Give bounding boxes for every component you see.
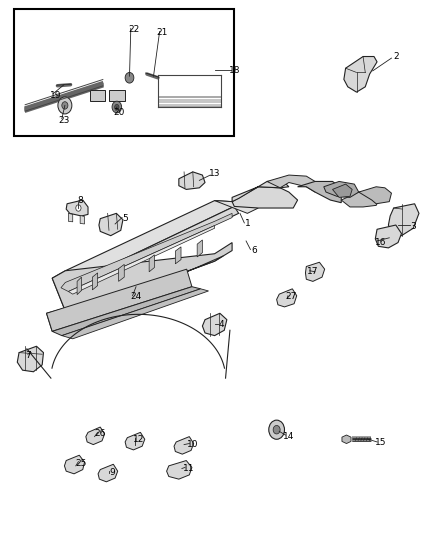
Polygon shape <box>267 175 315 192</box>
Circle shape <box>125 72 134 83</box>
Polygon shape <box>17 346 43 372</box>
Polygon shape <box>174 437 194 454</box>
Text: 16: 16 <box>375 238 386 247</box>
Polygon shape <box>92 273 98 290</box>
Circle shape <box>112 101 122 113</box>
Text: 3: 3 <box>410 222 416 231</box>
Text: 2: 2 <box>393 52 399 61</box>
Polygon shape <box>77 277 81 295</box>
Text: 7: 7 <box>25 351 31 360</box>
Polygon shape <box>119 264 124 281</box>
Polygon shape <box>359 187 392 204</box>
Polygon shape <box>109 90 125 101</box>
Polygon shape <box>52 287 201 336</box>
Polygon shape <box>197 240 202 257</box>
Polygon shape <box>90 90 106 101</box>
Text: 22: 22 <box>128 26 139 35</box>
Polygon shape <box>52 278 77 320</box>
Polygon shape <box>341 191 381 207</box>
Text: 1: 1 <box>244 220 250 229</box>
Polygon shape <box>62 289 208 339</box>
Polygon shape <box>46 309 68 332</box>
Text: 24: 24 <box>131 292 141 301</box>
Polygon shape <box>67 256 223 320</box>
Polygon shape <box>202 313 227 336</box>
Text: 21: 21 <box>156 28 168 37</box>
Polygon shape <box>98 464 118 482</box>
Polygon shape <box>215 200 258 213</box>
Polygon shape <box>61 213 232 292</box>
Text: 6: 6 <box>251 246 257 255</box>
Text: 12: 12 <box>133 435 144 444</box>
Text: 13: 13 <box>209 169 220 178</box>
Circle shape <box>76 205 81 211</box>
Circle shape <box>269 420 285 439</box>
Text: 5: 5 <box>122 214 128 223</box>
Polygon shape <box>232 181 289 201</box>
Polygon shape <box>52 243 232 316</box>
Polygon shape <box>332 184 352 197</box>
Polygon shape <box>389 204 419 236</box>
Text: 10: 10 <box>187 440 198 449</box>
Polygon shape <box>149 255 154 272</box>
Polygon shape <box>68 225 215 294</box>
Polygon shape <box>344 56 377 92</box>
Circle shape <box>58 97 72 114</box>
Polygon shape <box>99 213 123 236</box>
Text: 14: 14 <box>283 432 294 441</box>
Text: 4: 4 <box>219 320 224 329</box>
Text: 9: 9 <box>109 468 115 477</box>
Text: 18: 18 <box>229 67 240 75</box>
Polygon shape <box>166 461 192 479</box>
Polygon shape <box>375 225 402 248</box>
Polygon shape <box>80 215 85 224</box>
Text: 17: 17 <box>307 268 318 276</box>
Polygon shape <box>46 269 192 332</box>
Circle shape <box>115 104 119 110</box>
Polygon shape <box>52 200 234 284</box>
Text: 15: 15 <box>375 439 386 448</box>
Polygon shape <box>232 187 297 208</box>
Polygon shape <box>68 213 73 222</box>
Polygon shape <box>64 455 85 474</box>
Text: 8: 8 <box>78 196 84 205</box>
Circle shape <box>273 425 280 434</box>
Polygon shape <box>175 247 181 264</box>
Polygon shape <box>125 432 145 450</box>
Polygon shape <box>86 427 105 445</box>
Polygon shape <box>277 289 297 307</box>
Bar <box>14 9 234 136</box>
Polygon shape <box>297 181 341 203</box>
Text: 26: 26 <box>95 430 106 439</box>
Circle shape <box>62 102 68 109</box>
Text: 11: 11 <box>183 464 194 473</box>
Polygon shape <box>77 206 239 288</box>
Polygon shape <box>179 172 205 189</box>
Text: 23: 23 <box>58 116 70 125</box>
Text: 20: 20 <box>113 108 124 117</box>
Polygon shape <box>305 262 325 281</box>
Polygon shape <box>66 200 88 216</box>
Text: 19: 19 <box>49 91 61 100</box>
Polygon shape <box>324 181 359 197</box>
Text: 25: 25 <box>75 459 86 467</box>
Polygon shape <box>342 435 351 443</box>
Text: 27: 27 <box>285 292 297 301</box>
